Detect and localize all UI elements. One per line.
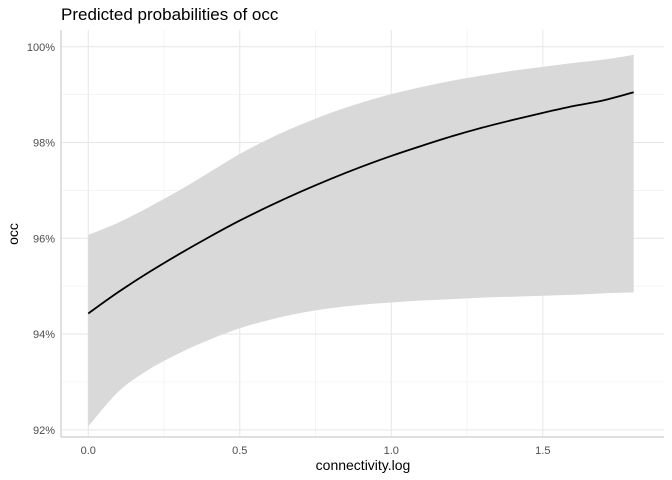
axes <box>60 30 664 438</box>
x-tick-label: 1.0 <box>384 445 399 457</box>
confidence-band-layer <box>88 54 634 427</box>
chart-title: Predicted probabilities of occ <box>61 5 279 24</box>
x-tick-labels: 0.0 0.5 1.0 1.5 <box>81 445 551 457</box>
y-tick-label: 96% <box>33 233 55 245</box>
x-tick-label: 1.5 <box>535 445 550 457</box>
x-tick-label: 0.0 <box>81 445 96 457</box>
confidence-band <box>88 54 634 427</box>
y-tick-label: 94% <box>33 329 55 341</box>
y-tick-label: 98% <box>33 138 55 150</box>
y-tick-labels: 92% 94% 96% 98% 100% <box>27 42 55 437</box>
x-tick-label: 0.5 <box>232 445 247 457</box>
y-tick-label: 100% <box>27 42 55 54</box>
y-tick-label: 92% <box>33 425 55 437</box>
prediction-line <box>87 91 634 315</box>
y-axis-label: occ <box>5 223 21 245</box>
prediction-line-layer <box>87 91 634 315</box>
x-axis-label: connectivity.log <box>316 457 411 473</box>
